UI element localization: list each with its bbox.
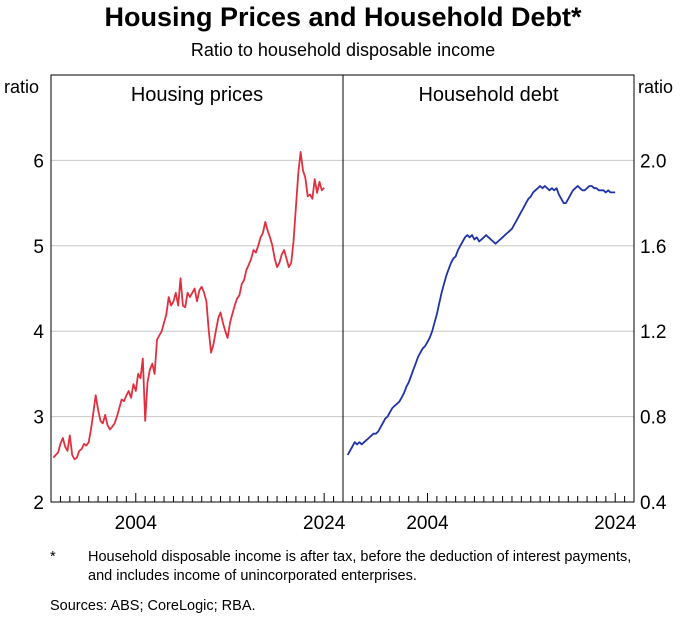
x-tick-label: 2004 <box>115 513 158 534</box>
y-axis-unit: ratio <box>638 77 673 97</box>
chart-title: Housing Prices and Household Debt* <box>104 2 582 32</box>
y-tick-label: 5 <box>33 237 44 258</box>
y-axis-unit: ratio <box>4 77 39 97</box>
y-tick-label: 4 <box>33 322 44 343</box>
footnote-marker: * <box>50 549 56 565</box>
series-line <box>346 185 616 456</box>
x-tick-label: 2024 <box>594 513 637 534</box>
footnote: * Household disposable income is after t… <box>50 548 650 586</box>
x-tick-label: 2004 <box>406 513 449 534</box>
panel-title: Housing prices <box>131 84 263 106</box>
sources-note: Sources: ABS; CoreLogic; RBA. <box>50 598 256 614</box>
footnote-text: Household disposable income is after tax… <box>88 549 632 584</box>
y-tick-label: 1.2 <box>640 322 666 343</box>
y-tick-label: 3 <box>33 408 44 429</box>
y-tick-label: 0.4 <box>640 493 667 514</box>
y-tick-label: 0.8 <box>640 408 666 429</box>
y-tick-label: 6 <box>33 151 44 172</box>
y-tick-label: 2.0 <box>640 151 666 172</box>
y-tick-label: 1.6 <box>640 237 666 258</box>
y-tick-label: 2 <box>33 493 44 514</box>
chart-subtitle: Ratio to household disposable income <box>190 40 496 60</box>
panel-title: Household debt <box>418 84 559 106</box>
x-tick-label: 2024 <box>303 513 346 534</box>
series-line <box>52 150 325 461</box>
